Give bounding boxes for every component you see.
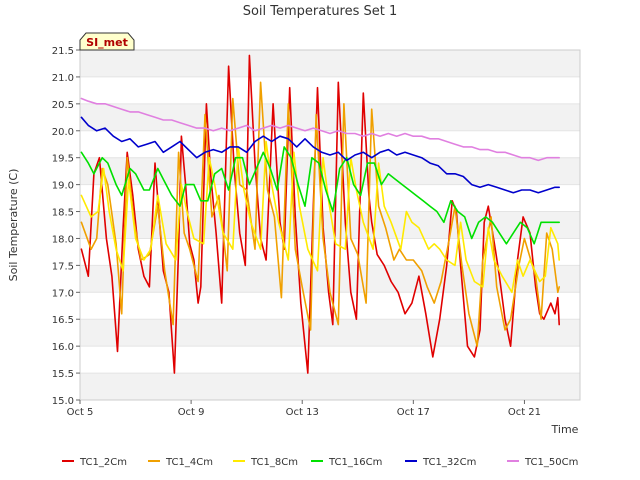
legend-item-TC1_32Cm: TC1_32Cm xyxy=(405,457,476,468)
station-badge: SI_met xyxy=(79,32,135,51)
station-badge-box xyxy=(79,32,135,51)
station-badge-label: SI_met xyxy=(86,36,128,49)
y-tick-label: 20.5 xyxy=(52,100,74,111)
legend-item-TC1_8Cm: TC1_8Cm xyxy=(233,457,298,468)
y-tick-label: 17.0 xyxy=(52,288,74,299)
background-band xyxy=(80,50,580,77)
y-tick-label: 16.5 xyxy=(52,315,74,326)
background-band xyxy=(80,103,580,131)
background-band xyxy=(80,319,580,347)
series-line-TC1_16Cm xyxy=(80,146,561,245)
legend-item-TC1_16Cm: TC1_16Cm xyxy=(311,457,382,468)
y-tick-label: 18.5 xyxy=(52,208,74,219)
legend-label: TC1_4Cm xyxy=(165,457,213,468)
legend-label: TC1_50Cm xyxy=(524,457,578,468)
x-tick-label: Oct 17 xyxy=(397,407,430,418)
y-tick-label: 17.5 xyxy=(52,261,74,272)
x-tick-label: Oct 9 xyxy=(178,407,205,418)
y-tick-label: 21.0 xyxy=(52,73,74,84)
y-tick-label: 15.0 xyxy=(52,396,74,407)
y-axis-label: Soil Temperature (C) xyxy=(7,169,20,282)
x-axis-label: Time xyxy=(551,423,579,436)
y-tick-label: 19.5 xyxy=(52,154,74,165)
x-tick-label: Oct 13 xyxy=(286,407,319,418)
series-line-TC1_32Cm xyxy=(80,116,561,194)
y-tick-label: 20.0 xyxy=(52,127,74,138)
series-line-TC1_8Cm xyxy=(80,140,561,294)
y-tick-label: 19.0 xyxy=(52,181,74,192)
legend: TC1_2Cm TC1_4Cm TC1_8Cm TC1_16Cm TC1_32Cm TC1… xyxy=(62,457,578,468)
series-line-TC1_4Cm xyxy=(80,81,561,348)
legend-label: TC1_2Cm xyxy=(79,457,127,468)
chart-title: Soil Temperatures Set 1 xyxy=(243,4,398,19)
x-tick-labels: Oct 5 Oct 9 Oct 13 Oct 17 Oct 21 xyxy=(67,400,541,418)
x-tick-label: Oct 5 xyxy=(67,407,94,418)
series-lines xyxy=(80,54,561,374)
y-tick-label: 15.5 xyxy=(52,369,74,380)
y-tick-label: 21.5 xyxy=(52,46,74,57)
legend-item-TC1_2Cm: TC1_2Cm xyxy=(62,457,127,468)
legend-item-TC1_4Cm: TC1_4Cm xyxy=(148,457,213,468)
series-line-TC1_50Cm xyxy=(80,97,561,162)
background-band xyxy=(80,373,580,400)
y-tick-label: 16.0 xyxy=(52,342,74,353)
plot-frame xyxy=(79,49,581,401)
legend-label: TC1_16Cm xyxy=(328,457,382,468)
legend-label: TC1_32Cm xyxy=(422,457,476,468)
y-tick-label: 18.0 xyxy=(52,234,74,245)
y-tick-labels: 15.0 15.5 16.0 16.5 17.0 17.5 18.0 18.5 19.0 19.5… xyxy=(52,46,80,407)
legend-item-TC1_50Cm: TC1_50Cm xyxy=(507,457,578,468)
x-tick-label: Oct 21 xyxy=(508,407,541,418)
legend-label: TC1_8Cm xyxy=(250,457,298,468)
